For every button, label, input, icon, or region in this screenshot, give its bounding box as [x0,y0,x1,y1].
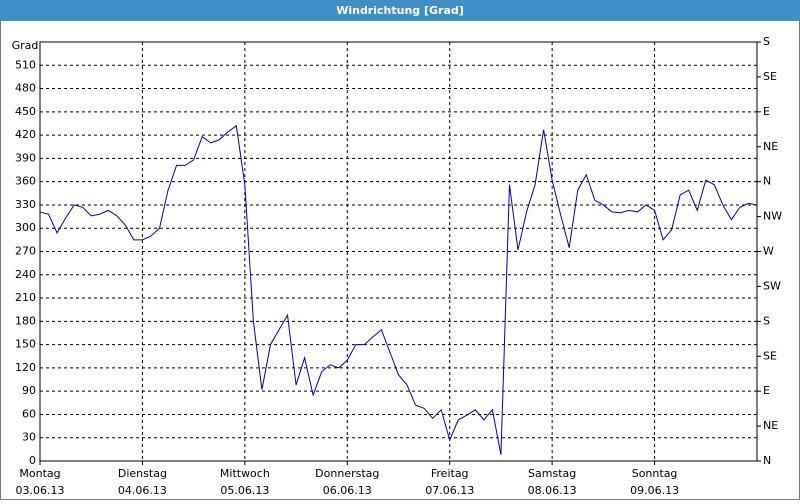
x-tick-label: Freitag [431,467,469,480]
y2-tick-label: E [763,384,770,397]
y2-tick-label: W [763,245,774,258]
x-tick-date: 08.06.13 [528,484,577,497]
x-tick-label: Montag [19,467,60,480]
y2-tick-label: NW [763,210,782,223]
y-tick-label: 120 [15,361,36,374]
x-tick-date: 09.06.13 [630,484,679,497]
chart-title: Windrichtung [Grad] [336,4,464,17]
y2-tick-label: SE [763,349,777,362]
y-tick-label: 30 [22,431,36,444]
x-tick-date: 07.06.13 [425,484,474,497]
y-axis-title: Grad [12,39,39,52]
x-tick-label: Samstag [528,467,576,480]
x-tick-label: Dienstag [118,467,167,480]
y2-tick-label: SE [763,70,777,83]
x-tick-label: Mittwoch [220,467,270,480]
y2-tick-label: SW [763,279,781,292]
y-tick-label: 390 [15,151,36,164]
y2-tick-label: NE [763,140,778,153]
y-tick-label: 60 [22,407,36,420]
title-bar [0,0,800,21]
x-tick-date: 05.06.13 [220,484,269,497]
data-line [39,124,758,455]
y-tick-label: 420 [15,128,36,141]
y2-tick-label: N [763,454,771,467]
y-tick-label: 180 [15,314,36,327]
y-tick-label: 90 [22,384,36,397]
x-tick-date: 04.06.13 [118,484,167,497]
y2-tick-label: S [763,314,770,327]
y2-tick-label: N [763,175,771,188]
y-tick-label: 510 [15,58,36,71]
y-tick-label: 360 [15,175,36,188]
x-tick-date: 06.06.13 [323,484,372,497]
x-tick-label: Donnerstag [315,467,379,480]
y-tick-label: 330 [15,198,36,211]
y2-tick-label: E [763,105,770,118]
y-tick-label: 0 [29,454,36,467]
y-tick-label: 270 [15,245,36,258]
y2-tick-label: S [763,35,770,48]
x-tick-date: 03.06.13 [16,484,65,497]
y-tick-label: 150 [15,338,36,351]
y-tick-label: 480 [15,82,36,95]
y-tick-label: 450 [15,105,36,118]
y-tick-label: 210 [15,291,36,304]
y-tick-label: 240 [15,268,36,281]
y-tick-label: 300 [15,221,36,234]
x-tick-label: Sonntag [632,467,678,480]
y2-tick-label: NE [763,419,778,432]
